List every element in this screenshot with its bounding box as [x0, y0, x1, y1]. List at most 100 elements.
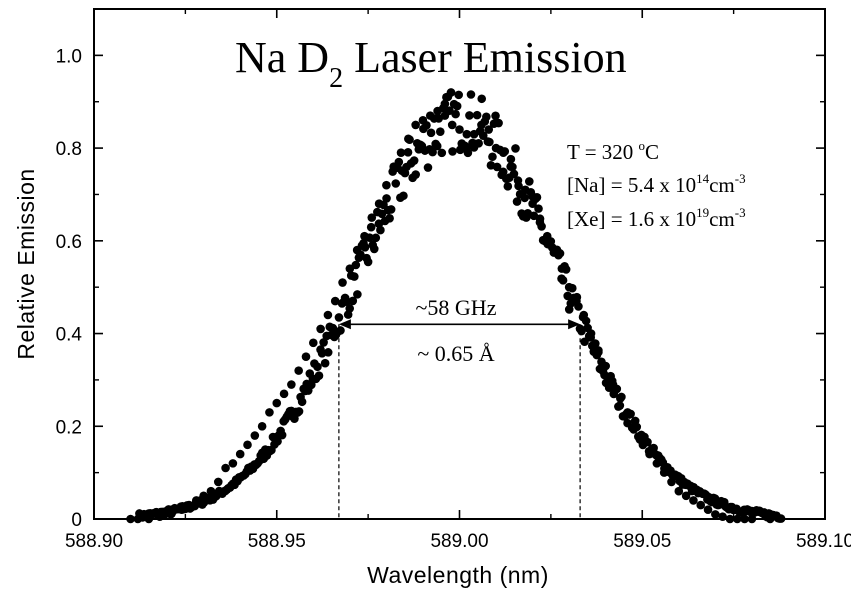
data-point: [503, 182, 513, 191]
data-point: [235, 449, 245, 459]
data-point: [409, 156, 419, 165]
y-axis-tick-labels: 0 0.2 0.4 0.6 0.8 1.0: [56, 46, 83, 531]
data-point: [574, 302, 583, 311]
data-point: [279, 389, 289, 399]
data-point: [498, 167, 508, 177]
data-point: [632, 422, 642, 432]
data-point: [512, 197, 522, 206]
data-point: [320, 358, 330, 368]
data-point: [432, 141, 442, 151]
data-point: [360, 242, 370, 252]
data-point: [435, 127, 445, 136]
data-point: [257, 421, 267, 431]
data-point: [345, 304, 355, 313]
data-point: [597, 357, 606, 367]
data-point: [506, 154, 516, 164]
y-tick-label: 0: [71, 510, 82, 531]
data-point: [428, 147, 437, 157]
data-point: [385, 213, 394, 223]
data-point: [426, 128, 436, 138]
data-point: [711, 510, 720, 519]
data-point: [532, 193, 542, 202]
data-point: [520, 193, 530, 203]
x-tick-label: 588.95: [248, 531, 306, 552]
data-point: [555, 249, 565, 258]
data-point: [477, 94, 487, 104]
data-point: [422, 120, 431, 130]
chart-title: Na D2 Laser Emission: [235, 33, 627, 94]
data-point: [465, 111, 474, 120]
data-point: [482, 112, 491, 122]
data-point: [301, 352, 311, 362]
data-point: [615, 401, 625, 410]
data-point: [725, 514, 735, 524]
na-density-annotation: [Na] = 5.4 x 1014cm-3: [567, 171, 746, 197]
data-point: [277, 430, 287, 440]
data-point: [681, 491, 691, 501]
data-point: [382, 194, 391, 203]
data-point: [313, 362, 322, 372]
data-point: [508, 162, 517, 172]
data-point: [411, 170, 421, 179]
data-point: [581, 316, 591, 326]
data-point: [558, 276, 568, 285]
data-point: [703, 505, 713, 515]
data-point: [674, 486, 684, 496]
data-points: [126, 88, 786, 524]
data-point: [617, 392, 626, 402]
data-point: [314, 371, 324, 381]
data-point: [454, 90, 463, 100]
data-point: [126, 514, 135, 524]
data-point: [287, 380, 296, 389]
x-axis-title: Wavelength (nm): [367, 562, 549, 588]
data-point: [448, 147, 457, 156]
fwhm-ghz-label: ~58 GHz: [416, 295, 497, 320]
data-point: [607, 376, 617, 386]
data-point: [319, 338, 328, 347]
fwhm-arrow-left-head: [338, 319, 351, 330]
data-point: [386, 205, 396, 214]
fwhm-marker: [338, 319, 581, 519]
y-tick-label: 1.0: [56, 46, 82, 67]
data-point: [294, 366, 303, 375]
data-point: [353, 290, 362, 299]
y-tick-label: 0.4: [56, 325, 83, 346]
data-point: [466, 90, 476, 99]
data-point: [537, 222, 546, 231]
data-point: [440, 99, 450, 109]
data-point: [446, 88, 456, 97]
data-point: [403, 147, 413, 157]
data-point: [250, 431, 260, 440]
data-point: [591, 339, 600, 348]
x-tick-label: 589.00: [430, 531, 488, 552]
data-point: [316, 324, 325, 334]
data-point: [509, 169, 519, 179]
data-point: [561, 265, 571, 274]
data-point: [451, 109, 460, 119]
data-point: [514, 181, 523, 191]
data-point: [405, 135, 414, 144]
y-tick-label: 0.6: [56, 232, 82, 253]
data-point: [351, 260, 361, 270]
data-point: [452, 101, 462, 111]
data-point: [484, 125, 494, 134]
data-point: [434, 114, 444, 123]
y-axis-ticks: [94, 8, 825, 520]
data-point: [423, 163, 433, 172]
data-point: [492, 162, 502, 172]
data-point: [463, 148, 473, 158]
data-point: [213, 477, 223, 487]
data-point: [399, 191, 408, 201]
y-axis-title: Relative Emission: [13, 168, 39, 359]
x-axis-tick-labels: 588.90 588.95 589.00 589.05 589.10: [65, 531, 851, 552]
data-point: [689, 496, 698, 505]
title-rest: Laser Emission: [343, 33, 627, 82]
data-point: [376, 225, 385, 235]
data-point: [462, 129, 472, 139]
data-point: [336, 326, 345, 335]
data-point: [309, 338, 318, 348]
title-main: Na D: [235, 33, 329, 82]
data-point: [272, 398, 282, 408]
data-point: [323, 310, 333, 320]
